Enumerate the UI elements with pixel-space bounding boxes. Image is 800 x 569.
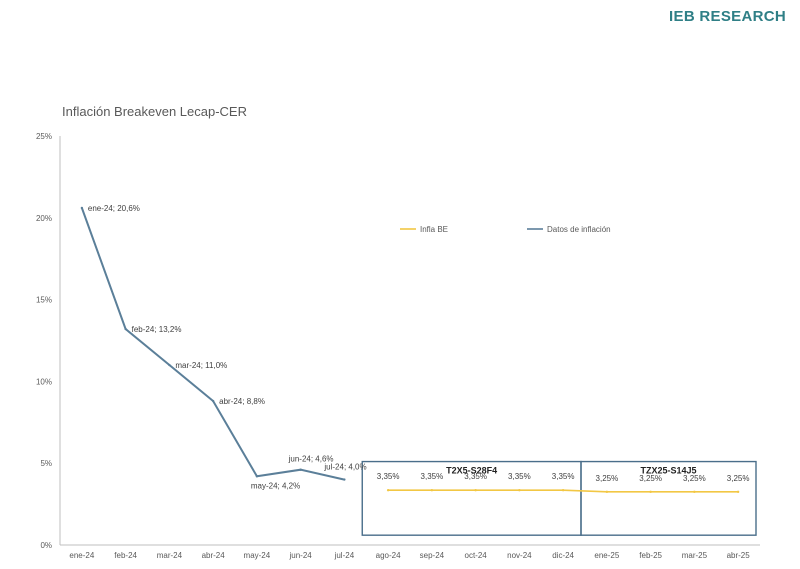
data-label: ene-24; 20,6% xyxy=(88,204,140,213)
annotation-label: T2X5-S28F4 xyxy=(446,466,497,476)
data-point xyxy=(386,488,390,492)
annotation-box xyxy=(580,460,757,536)
data-point xyxy=(649,490,652,494)
data-label: mar-24; 11,0% xyxy=(175,361,227,370)
x-tick-label: ene-24 xyxy=(69,551,94,560)
x-tick-label: ene-25 xyxy=(594,551,619,560)
x-tick-label: jul-24 xyxy=(334,551,355,560)
x-tick-label: sep-24 xyxy=(420,551,445,560)
data-point xyxy=(343,478,346,481)
x-tick-label: may-24 xyxy=(244,551,271,560)
legend-label-datos-inflacion: Datos de inflación xyxy=(547,225,611,234)
data-point xyxy=(124,327,127,331)
legend-label-infla-be: Infla BE xyxy=(420,225,448,234)
data-point xyxy=(430,488,434,492)
data-point xyxy=(518,488,521,492)
data-point xyxy=(80,206,84,210)
x-tick-label: jun-24 xyxy=(289,551,313,560)
data-label: may-24; 4,2% xyxy=(251,481,300,490)
data-label: 3,25% xyxy=(596,474,619,483)
y-tick-label: 15% xyxy=(36,296,52,305)
x-tick-label: oct-24 xyxy=(465,551,488,560)
data-label: 3,25% xyxy=(727,474,750,483)
y-tick-label: 25% xyxy=(36,132,52,141)
x-tick-label: ago-24 xyxy=(376,551,401,560)
x-tick-label: mar-24 xyxy=(157,551,183,560)
x-tick-label: feb-24 xyxy=(114,551,137,560)
data-label: 3,35% xyxy=(377,472,400,481)
y-tick-label: 20% xyxy=(36,214,52,223)
data-label: feb-24; 13,2% xyxy=(132,325,182,334)
data-point xyxy=(561,488,565,492)
y-tick-label: 5% xyxy=(40,459,52,468)
x-tick-label: abr-25 xyxy=(727,551,751,560)
data-point xyxy=(693,490,696,494)
brand-logo-text: IEB RESEARCH xyxy=(669,8,786,25)
data-label: 3,35% xyxy=(421,472,444,481)
data-point xyxy=(474,488,477,492)
data-label: 3,25% xyxy=(639,474,662,483)
data-point xyxy=(605,490,609,494)
data-label: jul-24; 4,0% xyxy=(323,463,366,472)
series-line-datos-inflacion xyxy=(80,207,345,481)
data-point xyxy=(168,363,171,367)
x-tick-label: dic-24 xyxy=(552,551,574,560)
data-label: 3,35% xyxy=(552,472,575,481)
x-tick-label: mar-25 xyxy=(682,551,708,560)
data-label: 3,35% xyxy=(508,472,531,481)
x-tick-label: abr-24 xyxy=(202,551,226,560)
annotation-label: TZX25-S14J5 xyxy=(640,466,696,476)
x-tick-label: feb-25 xyxy=(639,551,662,560)
data-label: abr-24; 8,8% xyxy=(219,397,265,406)
data-label: 3,25% xyxy=(683,474,706,483)
x-tick-label: nov-24 xyxy=(507,551,532,560)
data-point xyxy=(255,475,259,478)
chart-title: Inflación Breakeven Lecap-CER xyxy=(62,104,247,119)
y-tick-label: 10% xyxy=(36,377,52,386)
y-tick-label: 0% xyxy=(40,541,52,550)
data-point xyxy=(211,399,215,403)
data-label: jun-24; 4,6% xyxy=(288,455,334,464)
data-point xyxy=(299,468,302,471)
data-label: 3,35% xyxy=(464,472,487,481)
data-point xyxy=(736,490,740,494)
